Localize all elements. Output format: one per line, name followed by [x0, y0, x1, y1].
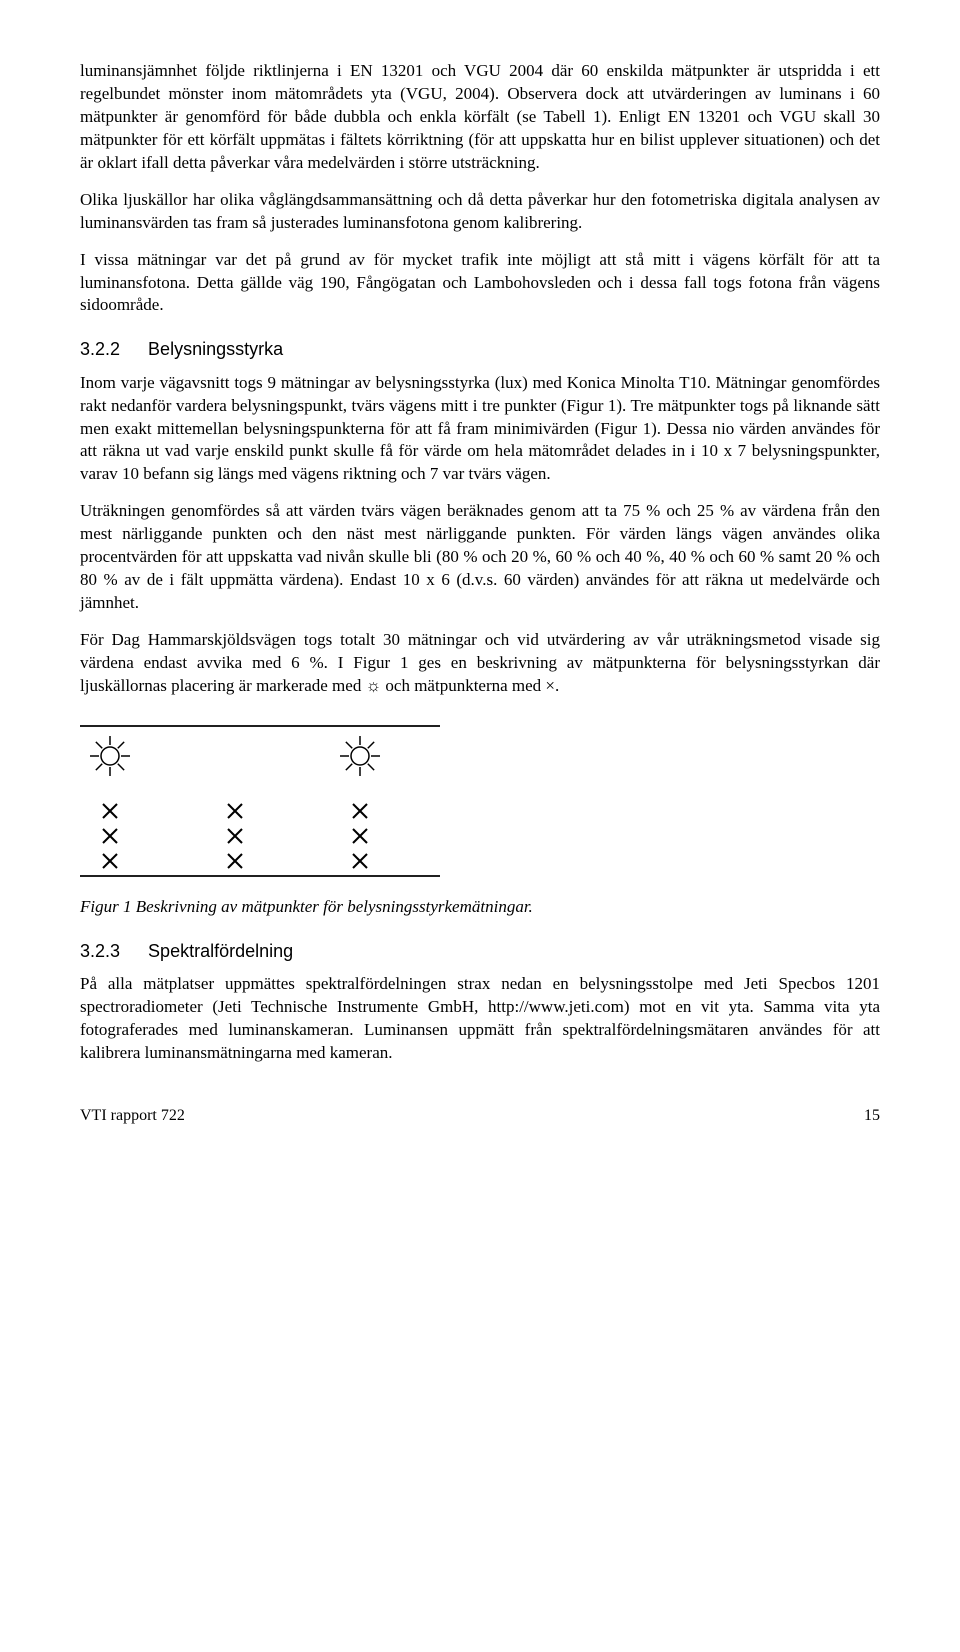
- heading-number: 3.2.2: [80, 339, 120, 359]
- section-heading-322: 3.2.2 Belysningsstyrka: [80, 337, 880, 361]
- body-paragraph: För Dag Hammarskjöldsvägen togs totalt 3…: [80, 629, 880, 698]
- heading-title: Belysningsstyrka: [148, 339, 283, 359]
- page-footer: VTI rapport 722 15: [80, 1105, 880, 1127]
- footer-report-id: VTI rapport 722: [80, 1105, 185, 1127]
- body-paragraph: Olika ljuskällor har olika våglängdsamma…: [80, 189, 880, 235]
- body-paragraph: På alla mätplatser uppmättes spektralför…: [80, 973, 880, 1065]
- body-paragraph: Inom varje vägavsnitt togs 9 mätningar a…: [80, 372, 880, 487]
- footer-page-number: 15: [864, 1105, 880, 1127]
- body-paragraph: Uträkningen genomfördes så att värden tv…: [80, 500, 880, 615]
- figure-1-svg: [80, 716, 440, 886]
- heading-title: Spektralfördelning: [148, 941, 293, 961]
- body-paragraph: I vissa mätningar var det på grund av fö…: [80, 249, 880, 318]
- figure-1: [80, 716, 880, 886]
- heading-number: 3.2.3: [80, 941, 120, 961]
- body-paragraph: luminansjämnhet följde riktlinjerna i EN…: [80, 60, 880, 175]
- section-heading-323: 3.2.3 Spektralfördelning: [80, 939, 880, 963]
- figure-1-caption: Figur 1 Beskrivning av mätpunkter för be…: [80, 896, 880, 919]
